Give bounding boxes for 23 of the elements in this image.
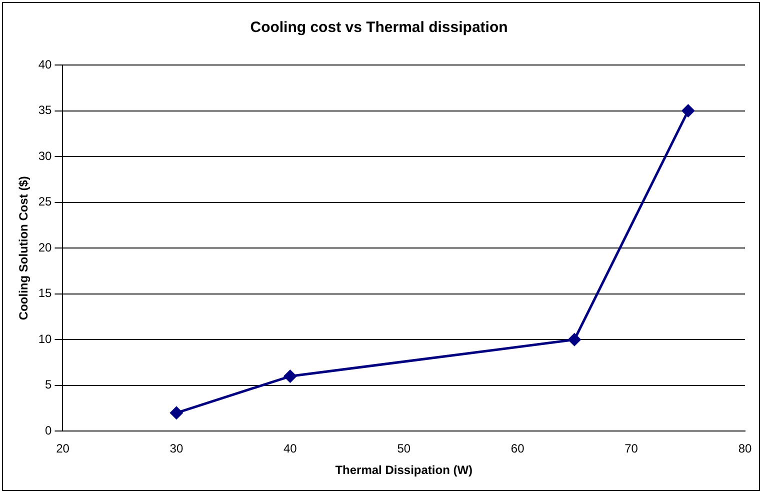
x-tick-label: 80 <box>738 442 752 456</box>
x-axis-title: Thermal Dissipation (W) <box>335 463 473 478</box>
y-tick-label: 25 <box>38 194 52 209</box>
chart-title: Cooling cost vs Thermal dissipation <box>250 19 508 36</box>
x-tick-label: 40 <box>283 442 298 456</box>
x-tick-label: 20 <box>56 442 70 456</box>
y-tick-label: 15 <box>38 286 52 300</box>
y-tick-label: 40 <box>38 57 52 72</box>
x-tick-label: 60 <box>510 442 525 456</box>
x-tick-label: 30 <box>170 442 184 456</box>
x-tick-label: 70 <box>624 442 638 456</box>
point <box>284 370 296 383</box>
point <box>682 104 694 118</box>
y-axis-title: Cooling Solution Cost ($) <box>16 176 31 320</box>
y-tick-label: 35 <box>38 103 52 118</box>
point <box>170 406 183 420</box>
y-tick-label: 0 <box>45 424 52 438</box>
point <box>568 333 581 346</box>
y-tick-label: 5 <box>45 378 52 392</box>
y-tick-label: 30 <box>38 148 52 163</box>
x-tick-label: 50 <box>397 442 411 456</box>
y-tick-label: 10 <box>38 332 52 346</box>
y-tick-label: 20 <box>38 240 52 254</box>
